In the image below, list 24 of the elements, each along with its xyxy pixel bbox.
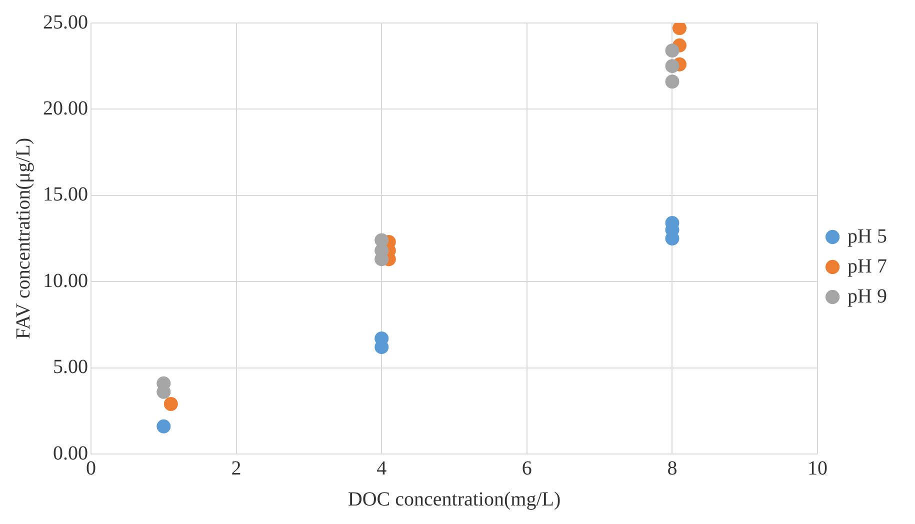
- point: [665, 44, 680, 58]
- point: [156, 419, 171, 434]
- point: [665, 59, 680, 74]
- x-tick-label: 6: [522, 457, 532, 480]
- x-tick-label: 10: [808, 457, 828, 480]
- x-tick-label: 4: [376, 457, 387, 480]
- legend-label: pH 7: [848, 255, 888, 278]
- y-tick-label: 15.00: [43, 184, 88, 206]
- y-tick-label: 10.00: [43, 270, 88, 292]
- y-axis-title: FAV concentration(μg/L): [12, 138, 34, 340]
- point: [164, 397, 178, 412]
- x-axis-title: DOC concentration(mg/L): [348, 488, 561, 510]
- point: [672, 23, 687, 36]
- point: [665, 74, 680, 89]
- y-tick-label: 5.00: [53, 356, 88, 378]
- y-tick-label: 25.00: [43, 11, 88, 34]
- y-tick-label: 0.00: [53, 442, 88, 464]
- point: [374, 233, 389, 248]
- x-tick-label: 0: [86, 457, 96, 480]
- legend-label: pH 5: [848, 225, 888, 248]
- x-tick-label: 2: [231, 457, 242, 480]
- legend-label: pH 9: [848, 285, 888, 308]
- x-tick-label: 8: [667, 457, 678, 480]
- y-tick-label: 20.00: [43, 97, 88, 120]
